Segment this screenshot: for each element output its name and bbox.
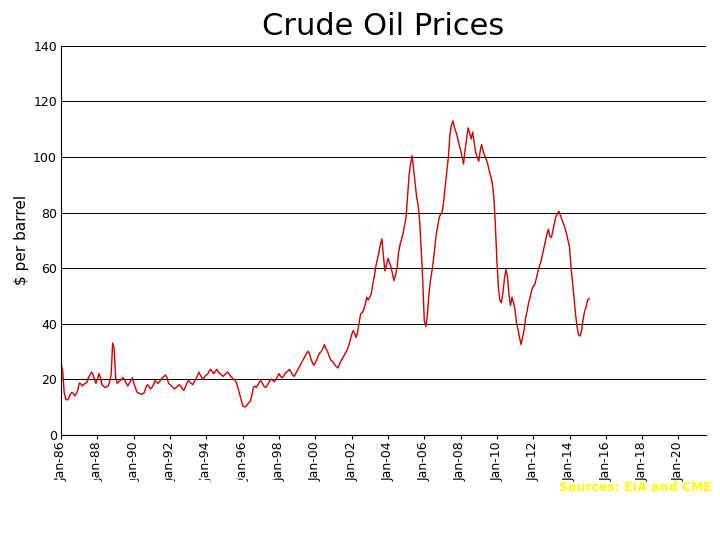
Title: Crude Oil Prices: Crude Oil Prices <box>262 12 505 41</box>
Text: Extension and Outreach/Department of Economics: Extension and Outreach/Department of Eco… <box>9 517 308 530</box>
Y-axis label: $ per barrel: $ per barrel <box>14 195 29 285</box>
Text: Sources: EIA and CME: Sources: EIA and CME <box>559 481 711 494</box>
Text: Ag Decision Maker: Ag Decision Maker <box>535 515 711 532</box>
Text: IOWA STATE UNIVERSITY: IOWA STATE UNIVERSITY <box>9 478 275 496</box>
